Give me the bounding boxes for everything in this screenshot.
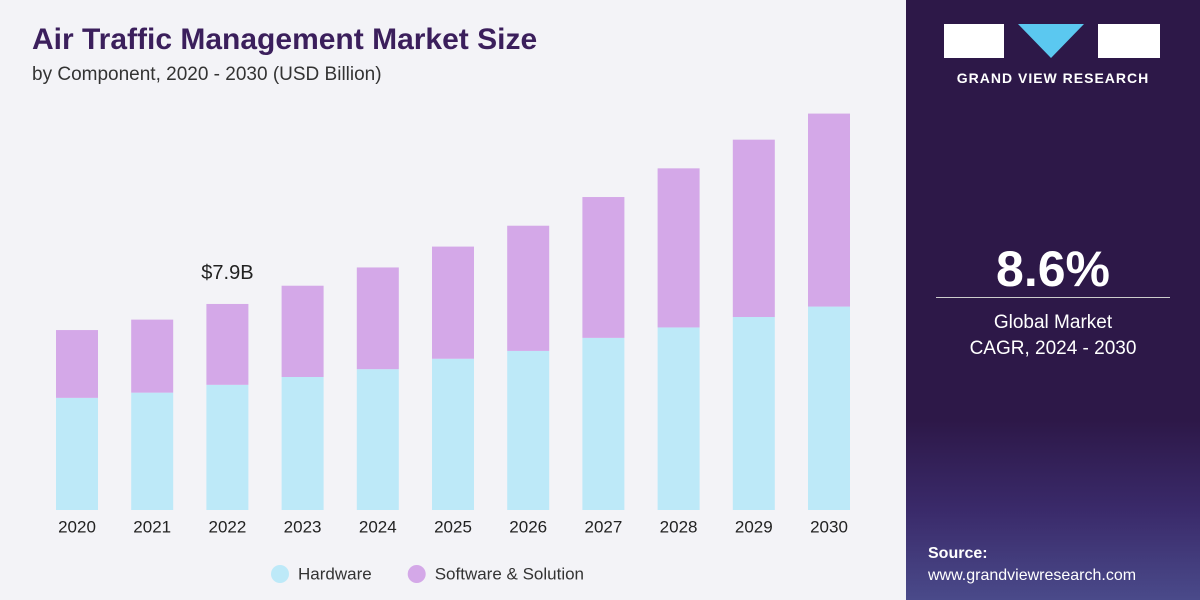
x-tick-label: 2020 bbox=[58, 517, 96, 536]
legend-marker bbox=[407, 565, 426, 583]
bar-segment bbox=[356, 369, 399, 510]
bar-segment bbox=[657, 168, 700, 328]
x-tick-label: 2022 bbox=[208, 517, 246, 536]
x-tick-label: 2028 bbox=[660, 517, 698, 536]
divider bbox=[936, 297, 1170, 298]
cagr: 8.6% bbox=[996, 241, 1110, 297]
chart: Air Traffic Management Market Size by Co… bbox=[32, 23, 850, 583]
bar-segment bbox=[507, 350, 550, 510]
source-title: Source: bbox=[928, 545, 988, 562]
chart-title: Air Traffic Management Market Size bbox=[32, 23, 537, 56]
bar-segment bbox=[206, 303, 249, 385]
x-tick-label: 2025 bbox=[434, 517, 472, 536]
logo-block bbox=[1098, 24, 1160, 58]
x-tick-label: 2027 bbox=[584, 517, 622, 536]
legend-label: Software & Solution bbox=[435, 564, 584, 583]
logo bbox=[944, 24, 1160, 58]
bar-segment bbox=[657, 327, 700, 510]
bar-segment bbox=[56, 397, 98, 510]
legend-marker bbox=[271, 565, 289, 583]
sidebar: GRAND VIEW RESEARCH 8.6% Global Market C… bbox=[906, 0, 1200, 600]
source-url: www.grandviewresearch.com bbox=[928, 567, 1137, 584]
x-tick-label: 2030 bbox=[810, 517, 848, 536]
legend-label: Hardware bbox=[298, 564, 372, 583]
bar-segment bbox=[432, 358, 474, 510]
bar-segment bbox=[206, 384, 249, 510]
bar-segment bbox=[56, 330, 98, 398]
bar-segment bbox=[732, 139, 775, 318]
bar-segment bbox=[131, 392, 174, 510]
bar-segment bbox=[356, 267, 399, 370]
bar-segment bbox=[808, 306, 850, 510]
x-tick-label: 2021 bbox=[133, 517, 171, 536]
bar-segment bbox=[582, 337, 625, 510]
x-tick-label: 2023 bbox=[284, 517, 322, 536]
bar-segment bbox=[507, 225, 550, 351]
x-tick-label: 2026 bbox=[509, 517, 547, 536]
bar-segment bbox=[281, 285, 324, 377]
bar-segment bbox=[732, 317, 775, 510]
x-tick-label: 2024 bbox=[359, 517, 397, 536]
logo-block bbox=[944, 24, 1004, 58]
logo-block bbox=[1018, 24, 1084, 58]
chart-subtitle: by Component, 2020 - 2030 (USD Billion) bbox=[32, 64, 382, 85]
bar-segment bbox=[808, 113, 850, 307]
brand: GRAND VIEW RESEARCH bbox=[956, 70, 1150, 86]
bar-segment bbox=[582, 197, 625, 338]
bar-segment bbox=[131, 319, 174, 393]
bar-segment bbox=[432, 246, 474, 359]
annotation: $7.9B bbox=[201, 262, 253, 284]
cagr-label: Global Market CAGR, 2024 - 2030 bbox=[969, 312, 1137, 359]
bar-segment bbox=[281, 376, 324, 510]
x-tick-label: 2029 bbox=[735, 517, 773, 536]
